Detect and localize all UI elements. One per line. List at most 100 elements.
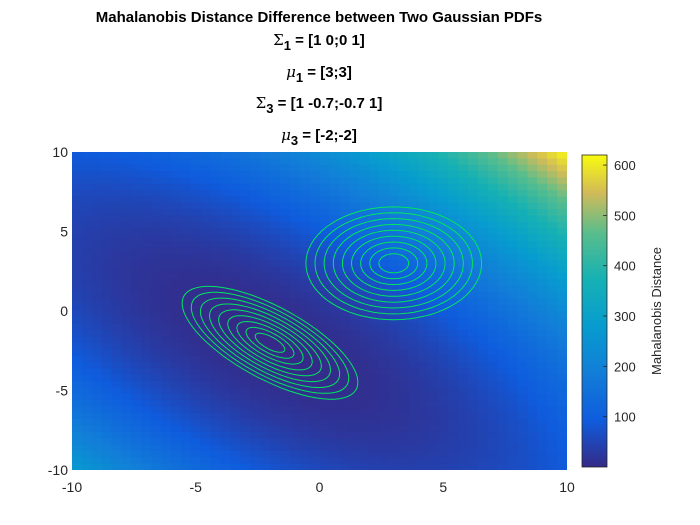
heatmap-cell — [438, 209, 449, 217]
heatmap-cell — [468, 342, 479, 350]
heatmap-cell — [91, 374, 103, 382]
heatmap-cell — [260, 438, 271, 446]
heatmap-cell — [527, 323, 538, 331]
heatmap-cell — [329, 183, 340, 191]
heatmap-cell — [230, 253, 241, 261]
heatmap-cell — [398, 419, 410, 427]
heatmap-cell — [309, 463, 321, 470]
heatmap-cell — [378, 457, 390, 465]
heatmap-cell — [369, 177, 380, 185]
heatmap-cell — [468, 330, 479, 338]
heatmap-cell — [279, 400, 291, 407]
heatmap-cell — [487, 425, 499, 433]
heatmap-cell — [121, 368, 132, 376]
heatmap-cell — [448, 209, 459, 217]
heatmap-cell — [349, 196, 360, 204]
heatmap-cell — [349, 183, 360, 191]
heatmap-cell — [131, 412, 142, 420]
heatmap-cell — [547, 158, 558, 166]
heatmap-cell — [359, 444, 370, 452]
heatmap-cell — [418, 323, 429, 331]
heatmap-cell — [299, 431, 311, 439]
contour-line-2 — [254, 332, 286, 353]
heatmap-cell — [101, 209, 113, 217]
heatmap-cell — [369, 279, 380, 287]
heatmap-cell — [151, 361, 162, 369]
heatmap-cell — [517, 190, 528, 198]
heatmap-cell — [111, 247, 123, 255]
heatmap-cell — [468, 266, 479, 274]
heatmap-cell — [369, 444, 380, 452]
heatmap-cell — [260, 298, 271, 306]
heatmap-cell — [72, 400, 83, 407]
heatmap-cell — [557, 317, 567, 325]
heatmap-cell — [101, 190, 113, 198]
heatmap-cell — [388, 228, 400, 236]
heatmap-cell — [250, 196, 261, 204]
heatmap-cell — [210, 152, 222, 159]
heatmap-cell — [359, 330, 370, 338]
heatmap-cell — [428, 183, 439, 191]
heatmap-cell — [210, 463, 222, 470]
heatmap-cell — [507, 342, 519, 350]
heatmap-cell — [171, 450, 182, 458]
heatmap-cell — [527, 190, 538, 198]
heatmap-cell — [171, 164, 182, 172]
heatmap-cell — [477, 412, 489, 420]
heatmap-cell — [477, 368, 489, 376]
heatmap-cell — [497, 374, 509, 382]
heatmap-cell — [299, 221, 311, 229]
heatmap-cell — [289, 374, 301, 382]
heatmap-cell — [121, 444, 132, 452]
heatmap-cell — [487, 387, 499, 395]
heatmap-cell — [517, 400, 528, 407]
heatmap-cell — [240, 406, 251, 414]
heatmap-cell — [507, 285, 519, 293]
heatmap-cell — [270, 202, 281, 210]
heatmap-cell — [547, 349, 558, 357]
heatmap-cell — [438, 450, 449, 458]
heatmap-cell — [141, 444, 152, 452]
heatmap-cell — [151, 323, 162, 331]
heatmap-cell — [121, 349, 132, 357]
heatmap-cell — [369, 272, 380, 280]
heatmap-cell — [279, 190, 291, 198]
heatmap-cell — [230, 221, 241, 229]
heatmap-cell — [131, 183, 142, 191]
heatmap-cell — [72, 457, 83, 465]
heatmap-cell — [537, 311, 548, 318]
heatmap-cell — [279, 279, 291, 287]
heatmap-cell — [418, 177, 429, 185]
heatmap-cell — [161, 202, 172, 210]
heatmap-cell — [200, 241, 212, 248]
heatmap-cell — [289, 355, 301, 363]
heatmap-cell — [111, 349, 123, 357]
heatmap-cell — [210, 190, 222, 198]
heatmap-cell — [240, 202, 251, 210]
heatmap-cell — [428, 374, 439, 382]
heatmap-cell — [289, 279, 301, 287]
heatmap-cell — [111, 253, 123, 261]
heatmap-cell — [180, 221, 192, 229]
heatmap-cell — [250, 291, 261, 299]
heatmap-cell — [121, 431, 132, 439]
heatmap-cell — [527, 266, 538, 274]
heatmap-cell — [171, 368, 182, 376]
heatmap-cell — [81, 152, 93, 159]
heatmap-cell — [250, 431, 261, 439]
heatmap-cell — [299, 438, 311, 446]
heatmap-cell — [81, 349, 93, 357]
heatmap-cell — [497, 406, 509, 414]
heatmap-cell — [547, 444, 558, 452]
heatmap-cell — [210, 311, 222, 318]
heatmap-cell — [408, 349, 420, 357]
heatmap-cell — [91, 355, 103, 363]
heatmap-cell — [369, 330, 380, 338]
heatmap-cell — [349, 152, 360, 159]
heatmap-cell — [458, 177, 469, 185]
heatmap-cell — [121, 279, 132, 287]
heatmap-cell — [398, 158, 410, 166]
heatmap-cell — [418, 438, 429, 446]
heatmap-cell — [468, 164, 479, 172]
heatmap-cell — [438, 190, 449, 198]
